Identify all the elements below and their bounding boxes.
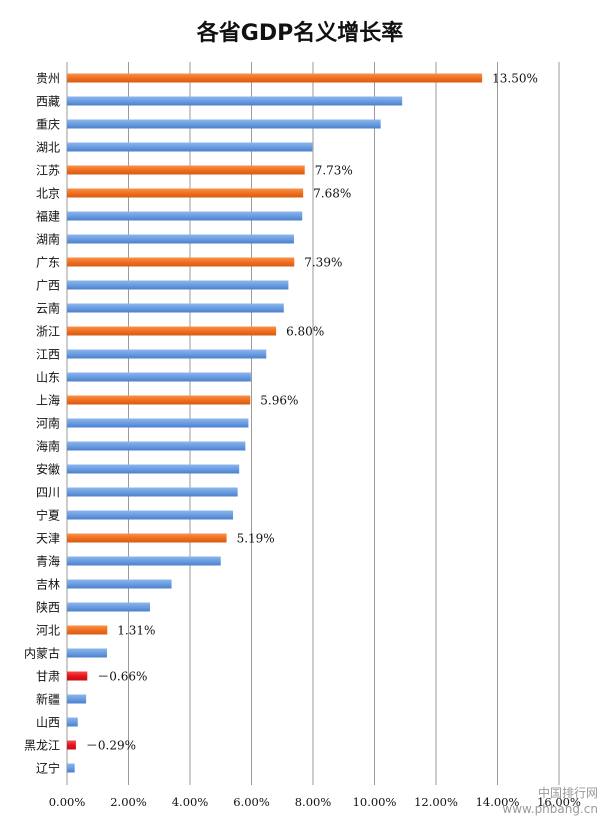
category-label: 广西 <box>36 279 60 293</box>
category-label: 北京 <box>36 187 60 201</box>
bar-四川 <box>67 487 238 497</box>
category-label: 内蒙古 <box>24 646 60 661</box>
bar-黑龙江 <box>67 740 76 750</box>
bar-上海 <box>67 395 251 405</box>
watermark-line2: www.phbang.cn <box>502 802 598 816</box>
bar-陕西 <box>67 602 151 612</box>
x-tick-label: 6.00% <box>233 795 270 809</box>
chart-title: 各省GDP名义增长率 <box>196 20 403 46</box>
data-label: 6.80% <box>286 325 324 339</box>
bar-甘肃 <box>67 671 88 681</box>
bar-安徽 <box>67 464 240 474</box>
category-label: 云南 <box>36 301 60 316</box>
category-label: 西藏 <box>36 95 60 109</box>
bar-宁夏 <box>67 510 234 520</box>
category-label: 海南 <box>36 439 60 454</box>
data-label: 1.31% <box>117 624 155 638</box>
bar-云南 <box>67 303 284 313</box>
x-tick-label: 4.00% <box>172 795 209 809</box>
category-label: 上海 <box>36 393 60 408</box>
bar-湖南 <box>67 234 294 244</box>
bar-青海 <box>67 556 221 566</box>
category-label: 河北 <box>36 624 60 638</box>
bar-广西 <box>67 280 289 290</box>
category-label: 黑龙江 <box>24 739 60 753</box>
data-label: －0.66% <box>97 670 147 684</box>
bar-海南 <box>67 441 246 451</box>
category-label: 湖南 <box>36 232 60 247</box>
x-tick-label: 16.00% <box>537 795 581 809</box>
bar-湖北 <box>67 142 313 152</box>
category-label: 陕西 <box>36 600 60 615</box>
data-label: －0.29% <box>86 739 136 753</box>
bar-江苏 <box>67 165 305 175</box>
category-label: 浙江 <box>36 325 60 339</box>
bar-吉林 <box>67 579 172 589</box>
category-label: 江西 <box>36 348 60 362</box>
bar-福建 <box>67 211 303 221</box>
bar-浙江 <box>67 326 277 336</box>
x-tick-label: 12.00% <box>414 795 458 809</box>
category-label: 福建 <box>36 209 60 224</box>
category-label: 青海 <box>36 554 60 569</box>
bar-辽宁 <box>67 763 75 773</box>
bar-江西 <box>67 349 267 359</box>
data-label: 7.73% <box>315 164 353 178</box>
bar-新疆 <box>67 694 87 704</box>
category-label: 吉林 <box>36 578 60 592</box>
x-tick-label: 0.00% <box>49 795 86 809</box>
bar-广东 <box>67 257 295 267</box>
category-label: 辽宁 <box>36 761 60 776</box>
bar-重庆 <box>67 119 381 129</box>
bar-北京 <box>67 188 304 198</box>
data-label: 5.19% <box>237 532 275 546</box>
category-label: 宁夏 <box>36 508 60 523</box>
watermark-line1: 中国排行网 <box>538 785 598 800</box>
data-label: 7.39% <box>304 256 342 270</box>
category-label: 四川 <box>36 486 60 500</box>
x-tick-label: 14.00% <box>476 795 520 809</box>
bar-河北 <box>67 625 108 635</box>
bar-山东 <box>67 372 251 382</box>
bar-天津 <box>67 533 227 543</box>
category-label: 安徽 <box>36 462 60 477</box>
category-label: 山西 <box>36 716 60 730</box>
bar-贵州 <box>67 73 483 83</box>
category-label: 重庆 <box>36 118 60 132</box>
x-tick-label: 2.00% <box>110 795 147 809</box>
category-label: 河南 <box>36 416 60 431</box>
bar-山西 <box>67 717 78 727</box>
category-label: 江苏 <box>36 164 60 178</box>
data-label: 5.96% <box>260 394 298 408</box>
category-label: 山东 <box>36 371 60 385</box>
category-label: 新疆 <box>36 692 60 707</box>
bar-西藏 <box>67 96 403 106</box>
x-tick-label: 8.00% <box>295 795 332 809</box>
category-label: 甘肃 <box>36 670 60 684</box>
bar-内蒙古 <box>67 648 107 658</box>
watermark: 中国排行网 www.phbang.cn <box>502 785 598 816</box>
data-label: 7.68% <box>313 187 351 201</box>
category-label: 广东 <box>36 256 60 270</box>
category-label: 贵州 <box>36 72 60 86</box>
category-label: 湖北 <box>36 140 60 155</box>
category-label: 天津 <box>36 532 60 546</box>
x-tick-label: 10.00% <box>353 795 397 809</box>
bar-河南 <box>67 418 249 428</box>
data-label: 13.50% <box>492 72 538 86</box>
